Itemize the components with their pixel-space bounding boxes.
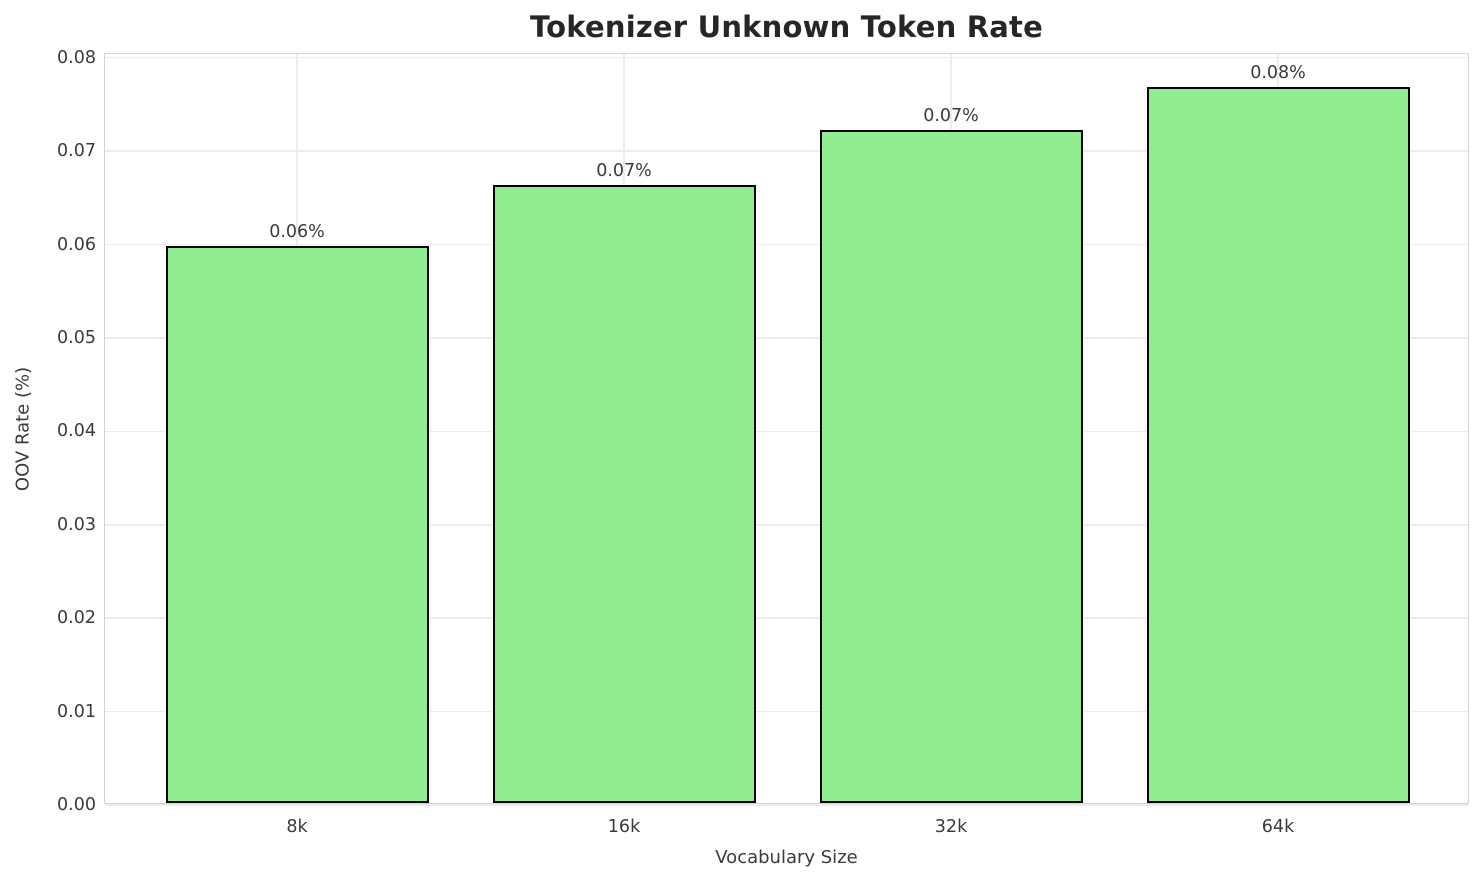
y-tick-label: 0.04 (57, 421, 96, 442)
y-axis-label: OOV Rate (%) (12, 366, 34, 492)
y-tick-label: 0.05 (57, 327, 96, 348)
bar (1146, 86, 1410, 803)
plot-area: 0.00 0.01 0.02 0.03 0.04 0.05 0.06 0.07 0.08 0.06… (57, 48, 1469, 837)
x-tick-label: 64k (1261, 817, 1295, 837)
bar-value-label: 0.08% (1250, 62, 1306, 83)
y-tick-label: 0.02 (57, 608, 96, 629)
h-gridline (105, 524, 1468, 526)
bar-value-label: 0.07% (923, 106, 979, 127)
x-tick-label: 16k (607, 817, 641, 837)
h-gridline (105, 150, 1468, 152)
x-tick-label: 32k (934, 817, 968, 837)
x-axis-label: Vocabulary Size (715, 847, 858, 868)
h-gridline (105, 56, 1468, 59)
y-tick-label: 0.01 (57, 701, 96, 722)
h-gridline (105, 804, 1468, 806)
h-gridline (105, 617, 1468, 619)
bar-value-label: 0.06% (269, 222, 325, 243)
bar (165, 246, 429, 803)
chart-title: Tokenizer Unknown Token Rate (530, 10, 1043, 44)
bar (492, 184, 756, 803)
bar-value-label: 0.07% (596, 160, 652, 181)
h-gridline (105, 710, 1468, 713)
h-gridline (105, 337, 1468, 339)
h-gridline (105, 243, 1468, 246)
y-tick-label: 0.03 (57, 514, 96, 535)
h-gridline (105, 430, 1468, 433)
x-tick-label: 8k (286, 817, 308, 837)
y-tick-label: 0.00 (57, 795, 96, 815)
y-tick-label: 0.08 (57, 47, 96, 68)
bar (819, 130, 1083, 803)
y-tick-label: 0.06 (57, 234, 96, 255)
y-tick-label: 0.07 (57, 141, 96, 162)
